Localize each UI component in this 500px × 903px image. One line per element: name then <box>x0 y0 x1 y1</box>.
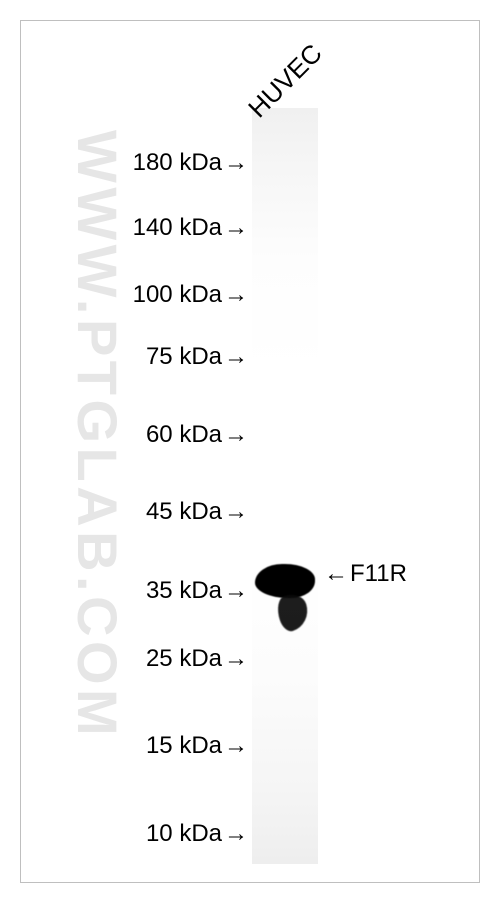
blot-lane <box>252 108 318 864</box>
right-arrow-icon: → <box>224 647 248 671</box>
marker-row: 60 kDa→ <box>0 423 248 447</box>
marker-row: 35 kDa→ <box>0 579 248 603</box>
marker-row: 75 kDa→ <box>0 345 248 369</box>
marker-label: 25 kDa <box>146 647 222 671</box>
right-arrow-icon: → <box>224 283 248 307</box>
right-arrow-icon: → <box>224 216 248 240</box>
marker-row: 25 kDa→ <box>0 647 248 671</box>
right-arrow-icon: → <box>224 423 248 447</box>
marker-label: 45 kDa <box>146 500 222 524</box>
target-protein-name: F11R <box>350 562 407 586</box>
marker-label: 140 kDa <box>133 216 222 240</box>
detected-band <box>255 564 315 598</box>
right-arrow-icon: → <box>224 500 248 524</box>
marker-row: 180 kDa→ <box>0 151 248 175</box>
marker-label: 100 kDa <box>133 283 222 307</box>
marker-row: 140 kDa→ <box>0 216 248 240</box>
right-arrow-icon: → <box>224 822 248 846</box>
marker-row: 10 kDa→ <box>0 822 248 846</box>
marker-label: 15 kDa <box>146 734 222 758</box>
marker-row: 45 kDa→ <box>0 500 248 524</box>
marker-row: 100 kDa→ <box>0 283 248 307</box>
marker-label: 10 kDa <box>146 822 222 846</box>
marker-label: 75 kDa <box>146 345 222 369</box>
right-arrow-icon: → <box>224 345 248 369</box>
left-arrow-icon: ← <box>324 562 348 586</box>
right-arrow-icon: → <box>224 579 248 603</box>
marker-row: 15 kDa→ <box>0 734 248 758</box>
marker-label: 180 kDa <box>133 151 222 175</box>
target-label: ← F11R <box>324 562 407 586</box>
right-arrow-icon: → <box>224 151 248 175</box>
right-arrow-icon: → <box>224 734 248 758</box>
marker-label: 35 kDa <box>146 579 222 603</box>
marker-label: 60 kDa <box>146 423 222 447</box>
